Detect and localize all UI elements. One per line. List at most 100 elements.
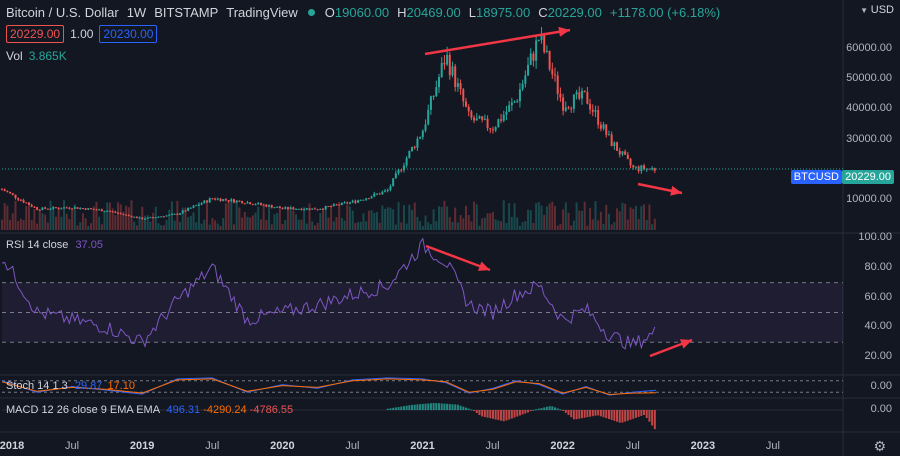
- candle-body: [251, 204, 254, 206]
- volume-bar: [429, 224, 432, 230]
- volume-bar: [365, 221, 368, 230]
- macd-histogram-bar: [527, 410, 530, 413]
- candle-body: [343, 202, 346, 204]
- volume-bar: [216, 223, 219, 230]
- stoch-legend[interactable]: Stoch 14 1 3 29.87 17.10: [6, 380, 135, 392]
- candle-body: [591, 109, 594, 112]
- macd-histogram-bar: [580, 410, 583, 419]
- volume-bar: [179, 221, 182, 230]
- macd-histogram-bar: [481, 410, 484, 417]
- volume-legend[interactable]: Vol 3.865K: [6, 49, 67, 63]
- macd-histogram-bar: [632, 410, 635, 419]
- candle-body: [645, 168, 648, 170]
- volume-bar: [516, 217, 519, 230]
- volume-bar: [448, 217, 451, 230]
- rsi-downtrend-arrow: [425, 244, 491, 272]
- buy-button[interactable]: 20230.00: [99, 25, 158, 43]
- candle-body: [300, 208, 303, 210]
- candle-body: [181, 210, 184, 214]
- candle-body: [451, 66, 454, 76]
- macd-histogram-bar: [572, 410, 575, 420]
- volume-label: Vol: [6, 49, 23, 63]
- macd-histogram-bar: [529, 410, 532, 412]
- candle-body: [478, 116, 481, 119]
- volume-bar: [208, 224, 211, 230]
- macd-histogram-bar: [578, 410, 581, 419]
- stoch-d-value: 17.10: [107, 380, 135, 392]
- sell-button[interactable]: 20229.00: [6, 25, 65, 43]
- macd-legend[interactable]: MACD 12 26 close 9 EMA EMA 496.31 -4290.…: [6, 404, 293, 416]
- volume-bar: [54, 216, 57, 230]
- candle-body: [386, 189, 389, 191]
- rsi-label: RSI 14 close: [6, 239, 69, 251]
- candle-body: [141, 217, 144, 220]
- price-axis-tick: 60000.00: [846, 42, 892, 55]
- rsi-axis-tick: 20.00: [864, 350, 892, 363]
- candle-body: [108, 210, 111, 212]
- candle-body: [211, 198, 214, 200]
- volume-bar: [71, 207, 74, 230]
- candle-body: [348, 202, 351, 204]
- candle-body: [459, 83, 462, 90]
- candle-body: [411, 146, 414, 152]
- time-axis-tick: Jul: [345, 440, 360, 452]
- time-axis-tick: 2019: [129, 440, 155, 452]
- macd-histogram-bar: [607, 410, 610, 420]
- macd-histogram-bar: [464, 407, 467, 410]
- candle-body: [634, 166, 637, 168]
- interval-label[interactable]: 1W: [126, 4, 147, 20]
- macd-histogram-bar: [416, 404, 419, 410]
- macd-histogram-bar: [540, 408, 543, 410]
- macd-histogram-bar: [435, 403, 438, 410]
- volume-bar: [351, 210, 354, 230]
- volume-bar: [286, 208, 289, 230]
- candle-body: [602, 124, 605, 129]
- candle-body: [87, 208, 90, 210]
- volume-bar: [502, 200, 505, 230]
- candle-body: [262, 204, 265, 206]
- volume-bar: [505, 222, 508, 230]
- volume-bar: [81, 213, 84, 230]
- candle-body: [618, 150, 621, 155]
- candle-body: [138, 217, 141, 219]
- symbol-name[interactable]: Bitcoin / U.S. Dollar: [6, 4, 119, 20]
- macd-histogram-bar: [473, 410, 476, 412]
- candle-body: [354, 200, 357, 203]
- volume-bar: [497, 220, 500, 230]
- volume-bar: [632, 208, 635, 230]
- candle-body: [556, 75, 559, 94]
- currency-label[interactable]: USD: [870, 4, 894, 16]
- volume-bar: [378, 222, 381, 230]
- gear-icon[interactable]: ⚙: [873, 438, 886, 454]
- macd-histogram-bar: [432, 402, 435, 410]
- volume-bar: [456, 222, 459, 230]
- volume-bar: [165, 219, 168, 230]
- macd-histogram-bar: [621, 410, 624, 423]
- candle-body: [340, 202, 343, 205]
- candle-body: [624, 151, 627, 155]
- rsi-legend[interactable]: RSI 14 close 37.05: [6, 239, 103, 251]
- change-value: +1178.00 (+6.18%): [609, 4, 721, 20]
- rsi-value: 37.05: [75, 239, 103, 251]
- candle-body: [57, 207, 60, 209]
- chevron-down-icon[interactable]: ▼: [860, 6, 868, 15]
- volume-bar: [605, 204, 608, 230]
- candle-body: [562, 97, 565, 111]
- stoch-axis-tick: 0.00: [870, 380, 892, 392]
- volume-bar: [17, 221, 20, 230]
- candle-body: [22, 200, 25, 203]
- candle-body: [524, 75, 527, 84]
- macd-histogram-bar: [597, 410, 600, 416]
- volume-bar: [176, 200, 179, 230]
- candle-body: [370, 196, 373, 199]
- candle-body: [19, 199, 22, 201]
- volume-bar: [346, 204, 349, 230]
- volume-bar: [235, 201, 238, 230]
- time-axis-tick: 2023: [690, 440, 716, 452]
- candle-body: [41, 207, 44, 210]
- candle-body: [513, 101, 516, 103]
- macd-histogram-bar: [537, 408, 540, 410]
- volume-bar: [170, 201, 173, 230]
- symbol-legend[interactable]: Bitcoin / U.S. Dollar 1W BITSTAMP Tradin…: [6, 3, 720, 21]
